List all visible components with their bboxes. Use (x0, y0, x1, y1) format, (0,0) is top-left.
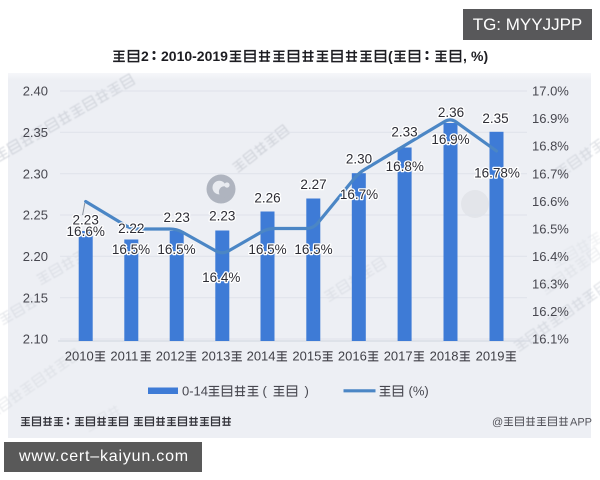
svg-text:(%): (%) (409, 384, 429, 399)
svg-text:%): %) (471, 48, 488, 64)
svg-text:2.25: 2.25 (23, 208, 48, 223)
svg-text:): ) (305, 384, 309, 399)
svg-text:16.9%: 16.9% (431, 132, 469, 147)
svg-text:(: ( (388, 48, 393, 64)
svg-text:2018: 2018 (430, 349, 459, 364)
svg-text:2.23: 2.23 (209, 208, 235, 223)
svg-text:16.5%: 16.5% (294, 242, 332, 257)
svg-text:16.9%: 16.9% (532, 111, 569, 126)
svg-text:2: 2 (141, 48, 149, 64)
svg-text:2014: 2014 (247, 349, 276, 364)
svg-text:2.15: 2.15 (23, 290, 48, 305)
svg-text:2017: 2017 (384, 349, 413, 364)
svg-text:2.10: 2.10 (23, 332, 48, 347)
svg-text:2010: 2010 (65, 349, 94, 364)
svg-text:2.26: 2.26 (254, 190, 280, 205)
svg-text:16.8%: 16.8% (386, 159, 424, 174)
svg-text:16.2%: 16.2% (532, 304, 569, 319)
svg-text:16.1%: 16.1% (532, 332, 569, 347)
svg-text:16.7%: 16.7% (340, 187, 378, 202)
svg-text:2.27: 2.27 (300, 177, 326, 192)
svg-text:16.4%: 16.4% (532, 249, 569, 264)
svg-text:16.4%: 16.4% (202, 270, 240, 285)
svg-text:2013: 2013 (201, 349, 230, 364)
svg-text:(: ( (263, 384, 268, 399)
svg-text:2.23: 2.23 (164, 210, 190, 225)
svg-text:16.5%: 16.5% (532, 221, 569, 236)
svg-text:16.3%: 16.3% (532, 277, 569, 292)
svg-text:16.5%: 16.5% (112, 242, 150, 257)
svg-text:2.23: 2.23 (73, 212, 99, 227)
svg-text:2019: 2019 (476, 349, 505, 364)
svg-text:17.0%: 17.0% (532, 84, 569, 99)
svg-text:2011: 2011 (110, 349, 138, 364)
svg-text:16.7%: 16.7% (532, 166, 569, 181)
svg-text:0-14: 0-14 (182, 384, 208, 399)
svg-text:16.6%: 16.6% (532, 194, 569, 209)
svg-text:2.20: 2.20 (23, 249, 48, 264)
svg-text:16.8%: 16.8% (532, 139, 569, 154)
svg-text:16.78%: 16.78% (474, 166, 520, 181)
svg-text:2.35: 2.35 (23, 125, 48, 140)
svg-text:2.35: 2.35 (482, 111, 508, 126)
svg-text:2.33: 2.33 (391, 124, 417, 139)
svg-text:,: , (463, 48, 467, 64)
svg-text:2.40: 2.40 (23, 84, 48, 99)
svg-text:16.5%: 16.5% (157, 242, 195, 257)
svg-text:2.30: 2.30 (346, 151, 372, 166)
svg-text:2010-2019: 2010-2019 (161, 48, 228, 64)
svg-text:2.30: 2.30 (23, 166, 48, 181)
svg-text:2016: 2016 (338, 349, 367, 364)
svg-text:2015: 2015 (292, 349, 321, 364)
svg-text:2.22: 2.22 (118, 221, 144, 236)
svg-text:2.36: 2.36 (438, 105, 464, 120)
svg-text:16.6%: 16.6% (67, 224, 105, 239)
svg-text:@: @ (492, 416, 503, 428)
svg-text:APP: APP (570, 416, 592, 428)
svg-text:2012: 2012 (156, 349, 185, 364)
svg-text:16.5%: 16.5% (248, 242, 286, 257)
